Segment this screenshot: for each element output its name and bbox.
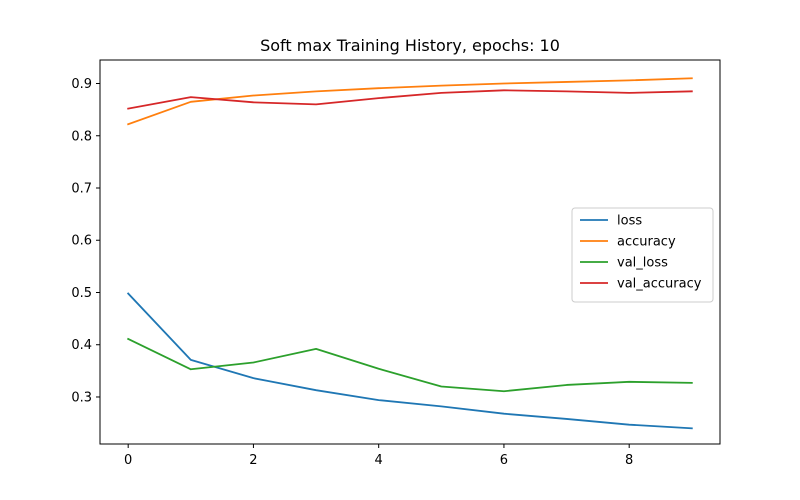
y-tick-label: 0.9 [71, 77, 92, 92]
axes-frame [99, 59, 721, 445]
x-tick-label: 6 [500, 453, 508, 468]
y-tick-label: 0.4 [71, 338, 92, 353]
legend-label-val-loss: val_loss [617, 256, 668, 271]
series-line-loss [126, 292, 693, 430]
x-tick-label: 4 [375, 453, 383, 468]
series-line-val-loss [126, 337, 693, 393]
x-tick-label: 2 [249, 453, 257, 468]
x-tick-label: 8 [625, 453, 633, 468]
legend-label-loss: loss [617, 214, 642, 229]
y-tick-label: 0.8 [71, 129, 92, 144]
legend-box [571, 207, 714, 303]
y-tick-label: 0.3 [71, 390, 92, 405]
legend-label-accuracy: accuracy [617, 235, 676, 250]
x-tick-label: 0 [124, 453, 132, 468]
legend-label-val-accuracy: val_accuracy [617, 277, 702, 292]
legend: loss accuracy val_loss val_accuracy [571, 207, 714, 303]
series-line-accuracy [127, 77, 693, 126]
plot-area: 0 2 4 6 8 0.3 0.4 0.5 0.6 0.7 0.8 0.9 loss accuracy va… [71, 59, 721, 468]
y-tick-label: 0.5 [71, 286, 92, 301]
chart-title: Soft max Training History, epochs: 10 [260, 36, 560, 55]
y-tick-label: 0.6 [71, 234, 92, 249]
series-line-val-accuracy [127, 89, 693, 110]
y-tick-label: 0.7 [71, 182, 92, 197]
